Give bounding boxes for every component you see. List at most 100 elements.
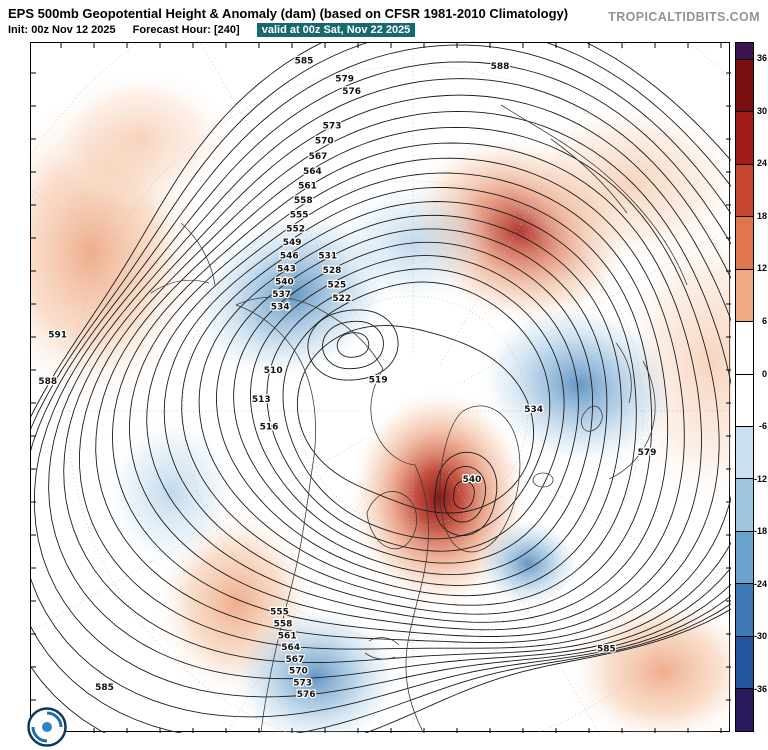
colorbar-tick-label: 36: [756, 53, 767, 63]
contour-label: 585: [95, 683, 114, 693]
height-contour: [296, 325, 535, 514]
weather-map: 5855885795765735705675645615585555525495…: [31, 43, 731, 733]
coastline-path: [500, 104, 688, 286]
contour-label: 573: [293, 678, 312, 688]
colorbar-tick-label: -36: [753, 684, 767, 694]
coastline-path: [364, 637, 400, 660]
colorbar-tick-label: 24: [756, 158, 767, 169]
contour-labels: 5855885795765735705675645615585555525495…: [37, 56, 657, 702]
init-time-label: Init: 00z Nov 12 2025: [8, 24, 116, 36]
contour-label: 513: [252, 395, 271, 405]
coastline-path: [581, 405, 603, 432]
positive-anomaly-blob: [46, 68, 236, 208]
contour-label: 564: [281, 643, 300, 653]
colorbar-band: [736, 59, 753, 112]
contour-label: 570: [315, 137, 334, 147]
colorbar-band: [736, 373, 753, 426]
graticule-circle: [182, 180, 644, 642]
contour-label: 564: [303, 167, 322, 177]
graticule-line: [226, 458, 386, 733]
colorbar-tick-label: 30: [756, 105, 767, 116]
contour-label: 588: [491, 62, 510, 72]
contour-label: 540: [275, 278, 294, 288]
contour-label: 522: [332, 294, 351, 304]
contour-label: 585: [295, 57, 314, 67]
contour-label: 543: [277, 264, 296, 274]
contour-label: 537: [272, 290, 291, 300]
coastline-path: [439, 405, 521, 553]
contour-label: 585: [597, 645, 616, 655]
height-contour: [336, 332, 370, 358]
height-contour: [31, 44, 731, 718]
height-contour: [95, 126, 720, 644]
contour-label: 567: [286, 655, 305, 665]
height-contour: [233, 241, 594, 576]
contour-label: 534: [524, 405, 543, 415]
valid-time-chip: valid at 00z Sat, Nov 22 2025: [256, 23, 416, 37]
hurricane-eye: [42, 722, 52, 732]
contour-label: 576: [342, 87, 361, 97]
colorbar-tick-label: -12: [753, 473, 767, 484]
tropicaltidbits-logo: [27, 707, 67, 747]
graticule-line: [460, 438, 731, 595]
height-contour: [216, 228, 608, 586]
contour-label: 579: [335, 75, 354, 85]
colorbar-tick-label: 12: [756, 263, 767, 274]
height-contour: [111, 142, 702, 637]
colorbar-band: [736, 163, 753, 217]
height-contour: [33, 61, 731, 698]
run-info-line: Init: 00z Nov 12 2025 Forecast Hour: [24…: [8, 23, 429, 37]
contour-label: 552: [286, 224, 305, 234]
contour-label: 588: [38, 377, 57, 387]
graticule-line: [31, 190, 366, 384]
colorbar-tick-label: -24: [753, 578, 767, 589]
height-contour: [31, 43, 731, 733]
colorbar-band: [736, 111, 753, 164]
coastline-path: [608, 342, 656, 480]
graticule-line: [440, 43, 626, 364]
frame-ticks: [31, 43, 731, 733]
coastlines: [150, 104, 688, 733]
colorbar-tick-label: 0: [761, 368, 767, 379]
coastline-path: [150, 222, 216, 294]
coastline-path: [235, 296, 384, 370]
height-contours: [31, 43, 731, 733]
negative-anomaly-blob: [478, 301, 680, 469]
contour-label: 516: [260, 422, 279, 432]
colorbar-band: [736, 321, 753, 374]
height-contour: [453, 480, 475, 509]
colorbar-tick-label: -6: [758, 421, 767, 432]
negative-anomaly-blob: [231, 605, 401, 733]
colorbar-band: [736, 268, 753, 322]
colorbar-band: [736, 478, 753, 531]
height-contour: [266, 268, 565, 552]
height-contour: [250, 255, 579, 564]
page-title: EPS 500mb Geopotential Height & Anomaly …: [8, 6, 569, 21]
colorbar-column: [735, 42, 754, 732]
height-contour: [31, 43, 731, 733]
colorbar-band: [736, 583, 753, 636]
contour-label: 558: [274, 620, 293, 630]
contour-label: 540: [463, 475, 482, 485]
site-watermark: TROPICALTIDBITS.COM: [608, 10, 760, 24]
graticule-line: [460, 227, 731, 384]
colorbar-band: [736, 43, 753, 59]
contour-label: 531: [318, 251, 337, 261]
coastline-path: [366, 491, 417, 550]
height-contour: [63, 94, 731, 664]
contour-label: 561: [298, 182, 317, 192]
coastline-path: [405, 464, 429, 733]
map-canvas: 585 588 579 576 573 570 567 564 561 558 555 552 549 5…: [30, 42, 731, 733]
contour-label: 546: [280, 251, 299, 261]
contour-label: 534: [271, 302, 290, 312]
contour-label: 525: [328, 280, 347, 290]
contour-label: 570: [289, 667, 308, 677]
height-contour: [322, 320, 384, 370]
hurricane-icon: [31, 711, 63, 743]
height-contour: [48, 78, 731, 680]
height-contour: [129, 157, 685, 631]
colorbar-band: [736, 425, 753, 479]
contour-label: 528: [323, 266, 342, 276]
contour-label: 561: [278, 632, 297, 642]
